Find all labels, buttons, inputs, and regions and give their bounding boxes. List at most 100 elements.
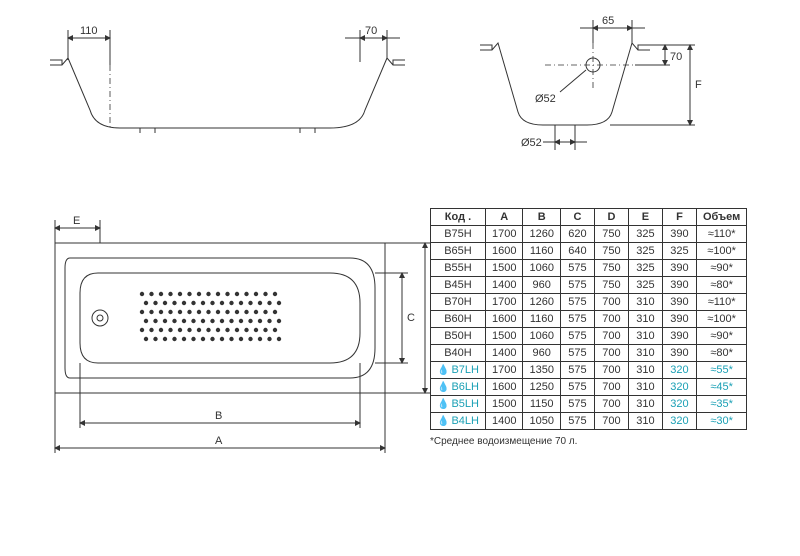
cell: 620 bbox=[560, 226, 594, 243]
cell: 1260 bbox=[523, 294, 560, 311]
table-row: B55H15001060575750325390≈90* bbox=[431, 260, 747, 277]
cell: 1260 bbox=[523, 226, 560, 243]
table-row: 💧B7LH17001350575700310320≈55* bbox=[431, 362, 747, 379]
cell: ≈110* bbox=[696, 294, 746, 311]
cell: 1600 bbox=[485, 243, 522, 260]
cell: 390 bbox=[662, 226, 696, 243]
cell: 750 bbox=[594, 226, 628, 243]
cell: ≈80* bbox=[696, 277, 746, 294]
cell: 700 bbox=[594, 328, 628, 345]
cell: 575 bbox=[560, 413, 594, 430]
end-elevation: 65 Ø52 70 F Ø52 bbox=[475, 10, 725, 170]
spec-table: Код .ABCDEFОбъем B75H1700126062075032539… bbox=[430, 208, 747, 430]
cell: 310 bbox=[628, 396, 662, 413]
table-row: 💧B5LH15001150575700310320≈35* bbox=[431, 396, 747, 413]
cell: 700 bbox=[594, 311, 628, 328]
dim-70v: 70 bbox=[670, 51, 682, 63]
cell-code: 💧B4LH bbox=[431, 413, 486, 430]
col-header: B bbox=[523, 209, 560, 226]
cell-code: B70H bbox=[431, 294, 486, 311]
cell: 1150 bbox=[523, 396, 560, 413]
cell: ≈30* bbox=[696, 413, 746, 430]
cell: 1160 bbox=[523, 311, 560, 328]
side-elevation: 110 70 bbox=[30, 10, 425, 160]
cell-code: B75H bbox=[431, 226, 486, 243]
cell: 390 bbox=[662, 311, 696, 328]
cell: 325 bbox=[628, 226, 662, 243]
cell: 750 bbox=[594, 260, 628, 277]
cell: 310 bbox=[628, 294, 662, 311]
cell: 325 bbox=[628, 260, 662, 277]
cell: 310 bbox=[628, 328, 662, 345]
cell: 1350 bbox=[523, 362, 560, 379]
cell: 390 bbox=[662, 345, 696, 362]
dim-A: A bbox=[215, 435, 223, 447]
table-row: 💧B6LH16001250575700310320≈45* bbox=[431, 379, 747, 396]
cell: 575 bbox=[560, 379, 594, 396]
cell: 575 bbox=[560, 260, 594, 277]
cell: 575 bbox=[560, 345, 594, 362]
table-row: B60H16001160575700310390≈100* bbox=[431, 311, 747, 328]
cell: 1250 bbox=[523, 379, 560, 396]
water-drop-icon: 💧 bbox=[437, 365, 449, 376]
col-header: C bbox=[560, 209, 594, 226]
cell: 575 bbox=[560, 396, 594, 413]
dim-B: B bbox=[215, 410, 222, 422]
table-row: 💧B4LH14001050575700310320≈30* bbox=[431, 413, 747, 430]
cell: 390 bbox=[662, 277, 696, 294]
col-header: Код . bbox=[431, 209, 486, 226]
table-row: B65H16001160640750325325≈100* bbox=[431, 243, 747, 260]
cell: 310 bbox=[628, 379, 662, 396]
cell: 1400 bbox=[485, 345, 522, 362]
cell: 310 bbox=[628, 311, 662, 328]
antislip-dots bbox=[140, 292, 281, 341]
cell: 320 bbox=[662, 362, 696, 379]
dim-E: E bbox=[73, 215, 80, 227]
table-row: B50H15001060575700310390≈90* bbox=[431, 328, 747, 345]
cell: 700 bbox=[594, 294, 628, 311]
cell: ≈35* bbox=[696, 396, 746, 413]
cell: 310 bbox=[628, 345, 662, 362]
cell-code: B45H bbox=[431, 277, 486, 294]
dia-overflow: Ø52 bbox=[535, 93, 556, 105]
cell: 390 bbox=[662, 294, 696, 311]
cell: 310 bbox=[628, 362, 662, 379]
cell: 575 bbox=[560, 277, 594, 294]
cell: 960 bbox=[523, 345, 560, 362]
cell: ≈90* bbox=[696, 260, 746, 277]
dia-drain: Ø52 bbox=[521, 137, 542, 149]
drawing-sheet: 110 70 65 Ø52 bbox=[20, 10, 780, 546]
spec-table-wrap: Код .ABCDEFОбъем B75H1700126062075032539… bbox=[430, 208, 747, 447]
cell: 575 bbox=[560, 311, 594, 328]
table-row: B45H1400960575750325390≈80* bbox=[431, 277, 747, 294]
table-row: B40H1400960575700310390≈80* bbox=[431, 345, 747, 362]
dim-110: 110 bbox=[80, 25, 98, 37]
cell: 1500 bbox=[485, 328, 522, 345]
cell: 960 bbox=[523, 277, 560, 294]
cell: 575 bbox=[560, 294, 594, 311]
col-header: D bbox=[594, 209, 628, 226]
cell: 1060 bbox=[523, 328, 560, 345]
water-drop-icon: 💧 bbox=[437, 416, 449, 427]
cell: 320 bbox=[662, 379, 696, 396]
dim-F: F bbox=[695, 79, 702, 91]
cell: ≈55* bbox=[696, 362, 746, 379]
cell: ≈80* bbox=[696, 345, 746, 362]
cell-code: B65H bbox=[431, 243, 486, 260]
plan-and-table-row: E C D B A Код .ABCDEFОбъем B75H170012 bbox=[20, 208, 780, 468]
col-header: Объем bbox=[696, 209, 746, 226]
cell: 320 bbox=[662, 413, 696, 430]
cell-code: 💧B6LH bbox=[431, 379, 486, 396]
plan-view: E C D B A bbox=[30, 208, 410, 468]
cell: 325 bbox=[628, 243, 662, 260]
cell: 325 bbox=[662, 243, 696, 260]
dim-70: 70 bbox=[365, 25, 377, 37]
cell: 1400 bbox=[485, 413, 522, 430]
table-footnote: *Среднее водоизмещение 70 л. bbox=[430, 436, 747, 447]
dim-C: C bbox=[407, 312, 415, 324]
cell: 750 bbox=[594, 243, 628, 260]
cell: ≈90* bbox=[696, 328, 746, 345]
cell: 1050 bbox=[523, 413, 560, 430]
cell: 750 bbox=[594, 277, 628, 294]
col-header: E bbox=[628, 209, 662, 226]
